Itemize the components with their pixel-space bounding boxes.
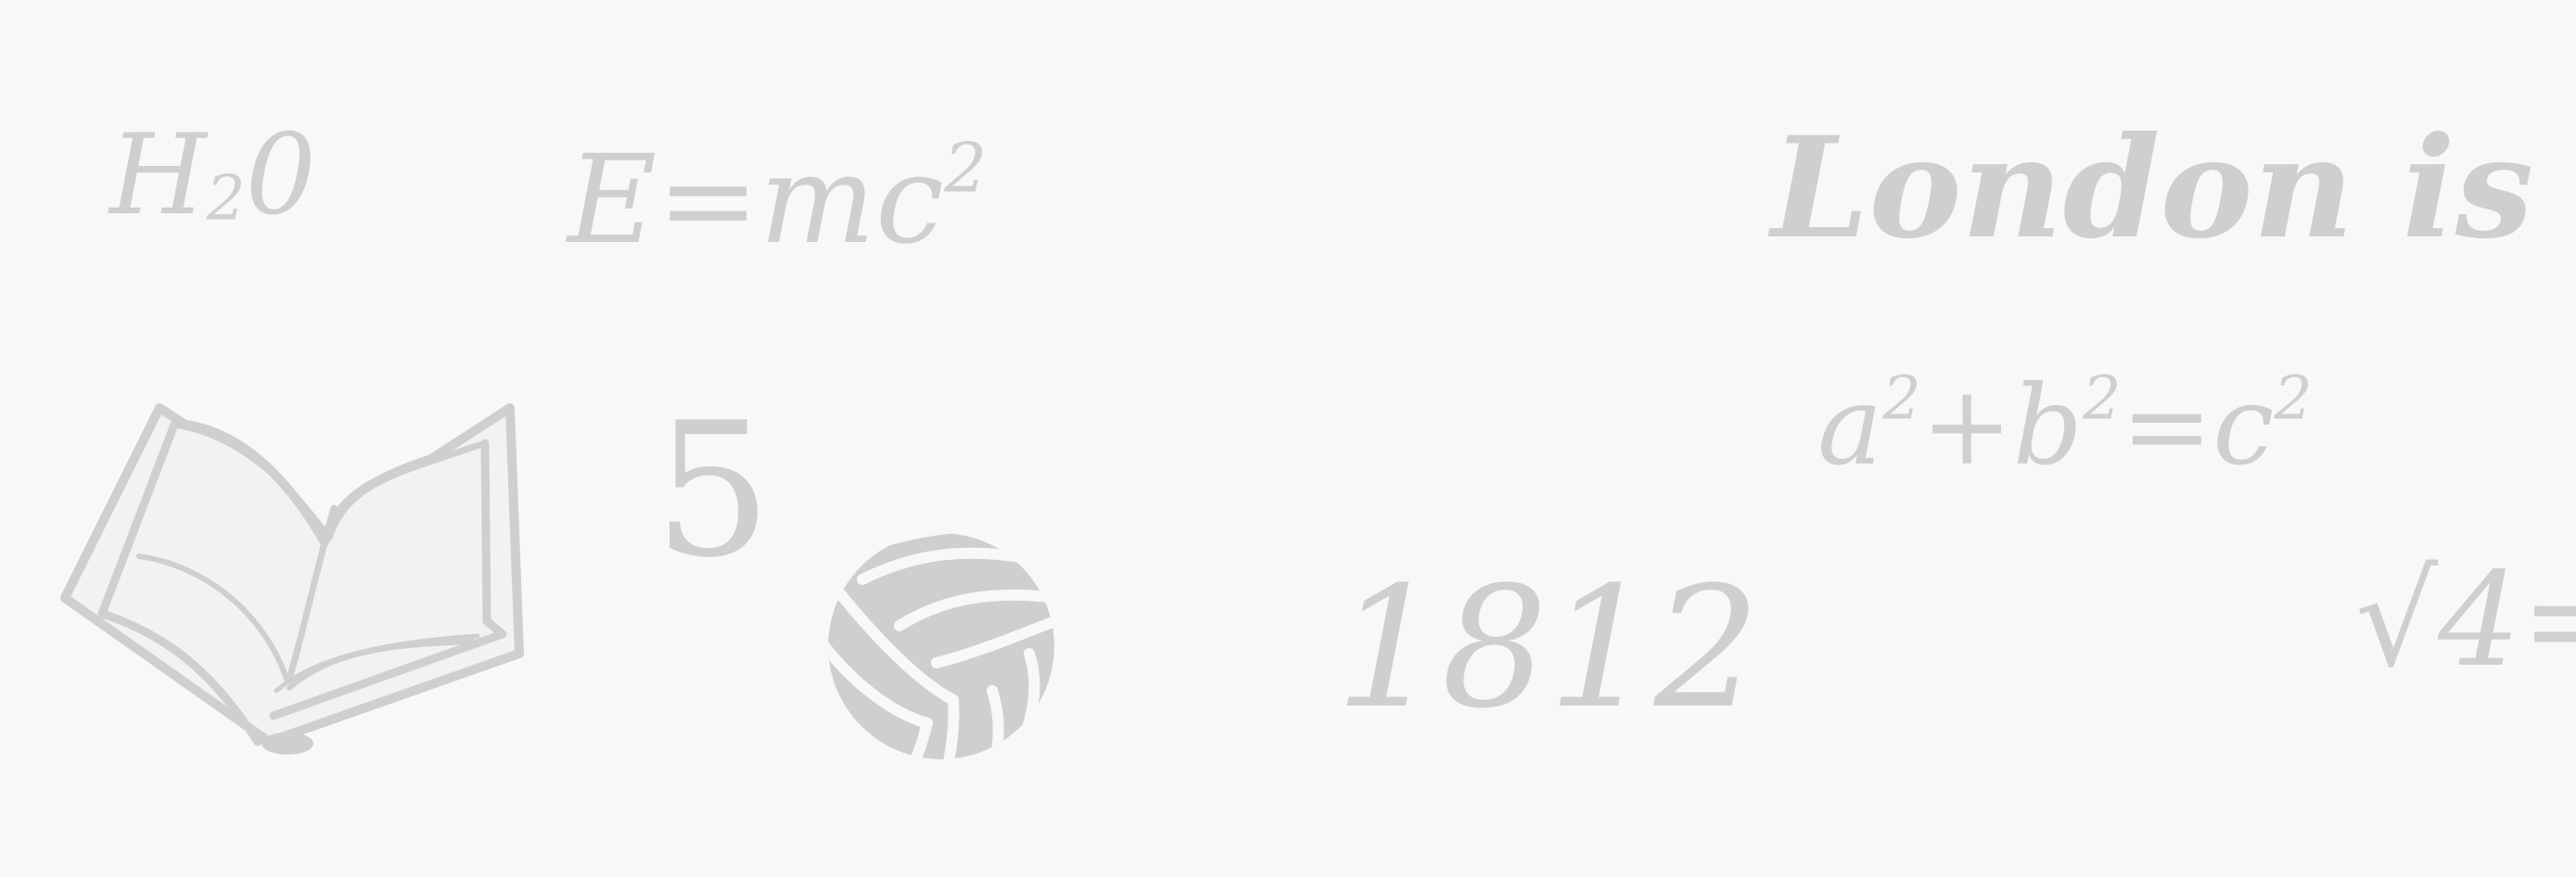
radical-symbol: √ <box>2355 545 2439 696</box>
emc2-base: E=mc <box>567 129 945 272</box>
emc2-exponent: 2 <box>944 130 988 209</box>
h2o-tail: 0 <box>245 111 317 240</box>
root-result: =2 <box>2520 545 2576 696</box>
pyth-a: a <box>1817 362 1883 489</box>
h2o-base: H <box>109 111 207 240</box>
open-book-icon <box>60 403 524 755</box>
square-root-formula: √4=2 <box>2355 556 2576 686</box>
emc2-formula: E=mc2 <box>567 135 987 261</box>
pyth-equals-c: =c <box>2121 362 2275 489</box>
h2o-subscript: 2 <box>206 162 246 235</box>
pythagorean-formula: a2+b2=c2 <box>1817 368 2313 480</box>
pyth-a-exponent: 2 <box>1882 363 1921 434</box>
pyth-b-exponent: 2 <box>2083 363 2122 434</box>
pyth-c-exponent: 2 <box>2274 363 2313 434</box>
volleyball-icon <box>828 533 1054 759</box>
h2o-formula: H20 <box>109 121 316 232</box>
london-text: London is the <box>1771 107 2576 270</box>
pyth-plus-b: +b <box>1920 362 2084 489</box>
digit-five: 5 <box>654 383 772 599</box>
radicand: 4 <box>2438 545 2521 696</box>
year-1812: 1812 <box>1335 552 1761 745</box>
